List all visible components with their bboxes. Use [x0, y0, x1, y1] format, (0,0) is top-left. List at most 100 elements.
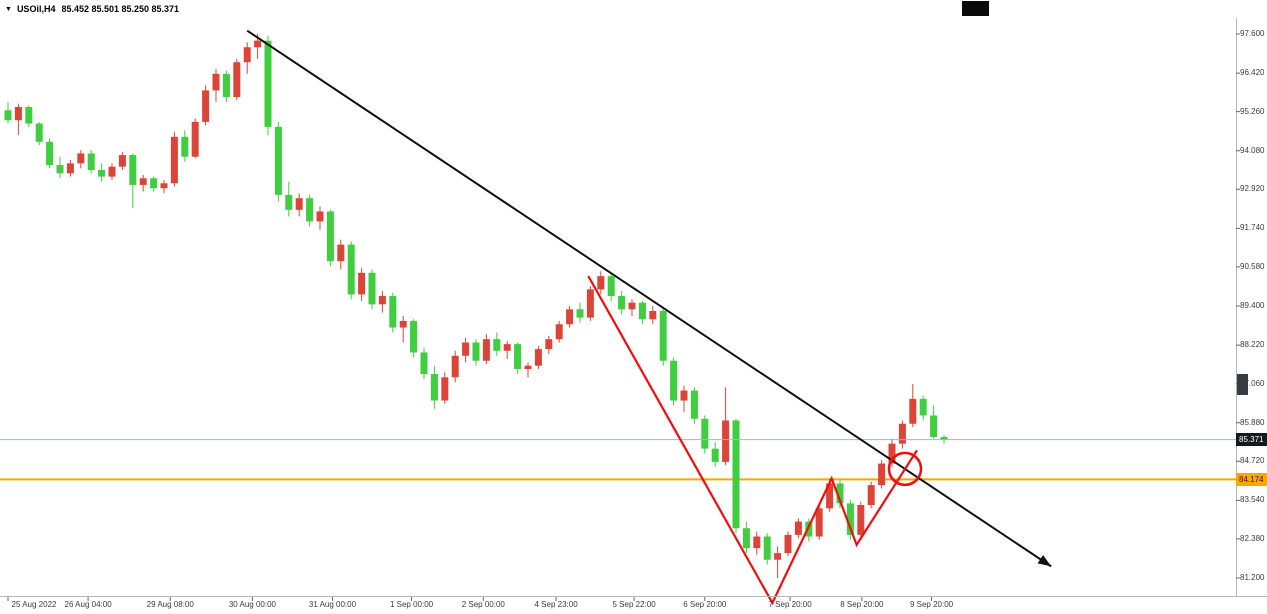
candle-body	[358, 272, 366, 295]
candle-body	[347, 244, 355, 295]
candle-body	[482, 339, 490, 361]
time-axis[interactable]: 25 Aug 2022 26 Aug 04:00 29 Aug 08:00 30 Au…	[0, 597, 1267, 614]
y-axis-label: 83.540	[1240, 495, 1265, 505]
candle-body	[763, 536, 771, 560]
x-axis-label: 9 Sep 20:00	[909, 600, 954, 609]
y-axis-label: 82.380	[1240, 533, 1265, 543]
y-axis-label: 91.740	[1240, 223, 1265, 233]
candle-body	[25, 106, 33, 124]
x-axis-label: 31 Aug 00:00	[308, 600, 357, 609]
x-axis-label: 26 Aug 04:00	[64, 600, 112, 609]
candle-body	[857, 505, 865, 535]
candle-body	[98, 170, 106, 177]
candle-body	[566, 309, 574, 325]
candle-body	[295, 198, 303, 210]
y-axis-label: 84.720	[1240, 456, 1265, 466]
candle-body	[878, 463, 886, 486]
y-axis-label: 90.580	[1240, 261, 1265, 271]
candle-body	[410, 320, 418, 353]
y-axis-label: 92.920	[1240, 184, 1265, 194]
candle-body	[711, 448, 719, 462]
chart-top-bar: ▼ USOil,H4 85.452 85.501 85.250 85.371	[0, 0, 1267, 18]
candle-body	[545, 339, 553, 350]
candle-body	[597, 276, 605, 290]
candle-body	[940, 436, 948, 440]
candle-body	[150, 178, 158, 189]
candle-body	[368, 272, 376, 305]
candle-body	[462, 342, 470, 356]
candle-body	[919, 398, 927, 416]
candle-body	[784, 534, 792, 554]
x-axis-label: 6 Sep 20:00	[683, 600, 727, 609]
candle-body	[389, 296, 397, 328]
candle-body	[618, 296, 626, 310]
candle-body	[77, 153, 85, 164]
x-axis-label: 2 Sep 00:00	[461, 600, 505, 609]
candle-body	[274, 126, 282, 195]
candle-body	[472, 342, 480, 361]
y-axis-label: 87.060	[1240, 378, 1265, 388]
candle-body	[202, 90, 210, 122]
candle-body	[285, 194, 293, 210]
candle-body	[56, 165, 64, 174]
candle-body	[659, 310, 667, 361]
candle-body	[46, 141, 54, 166]
candle-body	[503, 344, 511, 351]
x-axis-label: 4 Sep 23:00	[534, 600, 578, 609]
y-axis-label: 89.400	[1240, 301, 1265, 310]
axis-scroll-marker[interactable]	[1237, 374, 1248, 395]
candle-body	[576, 309, 584, 318]
candle-body	[628, 302, 636, 310]
candle-body	[233, 62, 241, 98]
x-axis-label: 30 Aug 00:00	[228, 600, 276, 609]
current-price-badge: 85.371	[1236, 433, 1267, 447]
candle-body	[586, 289, 594, 318]
candle-body	[316, 211, 324, 222]
candle-body	[306, 198, 314, 222]
candle-body	[607, 276, 615, 297]
candle-body	[680, 390, 688, 401]
trendline-arrowhead	[1037, 555, 1052, 567]
chart-shift-marker[interactable]	[962, 1, 989, 16]
candle-body	[243, 47, 251, 63]
y-axis-label: 97.600	[1240, 29, 1265, 38]
candle-body	[139, 178, 147, 185]
zigzag-line[interactable]	[587, 275, 918, 606]
y-axis-label: 81.200	[1240, 573, 1265, 582]
y-axis-label: 94.080	[1240, 145, 1265, 155]
candle-body	[753, 536, 761, 549]
candle-body	[836, 483, 844, 504]
candle-body	[638, 302, 646, 320]
candle-body	[722, 420, 730, 462]
candle-body	[649, 310, 657, 320]
candle-body	[108, 166, 116, 177]
candle-body	[212, 73, 220, 91]
candle-body	[35, 123, 43, 142]
x-axis-label: 29 Aug 08:00	[146, 600, 194, 609]
symbol-timeframe-label: USOil,H4	[16, 4, 56, 14]
y-axis-label: 85.880	[1240, 417, 1265, 427]
x-axis-label: 1 Sep 00:00	[389, 600, 434, 609]
candle-body	[555, 324, 563, 340]
symbol-info: ▼ USOil,H4 85.452 85.501 85.250 85.371	[5, 2, 179, 16]
trendline[interactable]	[246, 29, 1052, 568]
candle-body	[493, 339, 501, 351]
candle-body	[701, 418, 709, 449]
candle-body	[524, 365, 532, 370]
candle-body	[534, 349, 542, 366]
price-axis[interactable]: 97.600 96.420 95.260 94.080 92.920 91.740 90.5…	[1237, 0, 1267, 596]
candle-body	[898, 423, 906, 444]
candle-body	[420, 352, 428, 374]
candle-body	[441, 377, 449, 401]
candle-body	[129, 155, 137, 185]
candle-body	[794, 521, 802, 535]
candle-body	[732, 420, 740, 529]
breakout-circle[interactable]	[887, 451, 923, 487]
y-axis-label: 96.420	[1240, 68, 1265, 78]
candle-body	[867, 485, 875, 506]
candle-body	[815, 508, 823, 537]
candle-body	[254, 40, 262, 48]
symbol-dropdown-icon[interactable]: ▼	[5, 5, 12, 13]
